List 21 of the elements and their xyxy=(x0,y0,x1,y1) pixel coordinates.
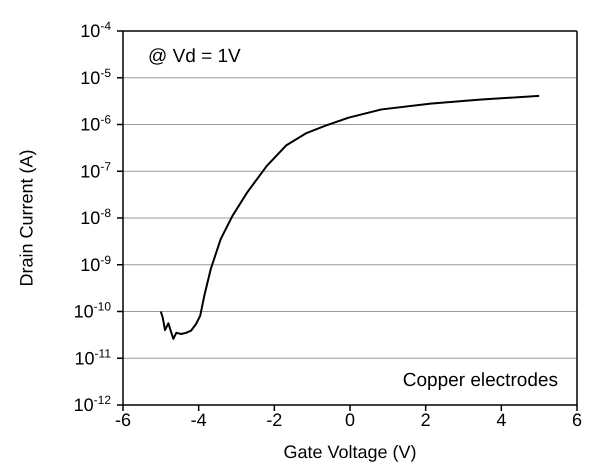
x-axis-title: Gate Voltage (V) xyxy=(283,442,417,462)
annotation-text: @ Vd = 1V xyxy=(148,46,241,68)
x-tick-label: 6 xyxy=(572,410,582,430)
x-tick-label: -2 xyxy=(266,410,282,430)
y-tick-label: 10$^{-6}$ xyxy=(80,112,112,134)
x-tick-label: 2 xyxy=(420,410,431,430)
y-tick-label: 10$^{-4}$ xyxy=(80,19,112,41)
x-tick-label: -4 xyxy=(190,410,207,430)
x-tick-label: 4 xyxy=(496,410,506,430)
y-tick-label: 10$^{-11}$ xyxy=(74,346,112,368)
x-tick-label: -6 xyxy=(114,410,132,430)
y-tick-label: 10$^{-10}$ xyxy=(74,300,112,322)
y-tick-label: 10$^{-5}$ xyxy=(80,66,112,88)
x-tick-label: 0 xyxy=(344,410,356,430)
y-tick-label: 10$^{-12}$ xyxy=(74,393,112,415)
y-tick-label: 10$^{-8}$ xyxy=(80,206,112,228)
y-tick-label: 10$^{-9}$ xyxy=(80,252,112,275)
annotation-text: Copper electrodes xyxy=(402,370,558,392)
line-series xyxy=(160,94,540,340)
y-axis-title: Drain Current (A) xyxy=(16,149,36,287)
y-tick-label: 10$^{-7}$ xyxy=(80,159,112,182)
